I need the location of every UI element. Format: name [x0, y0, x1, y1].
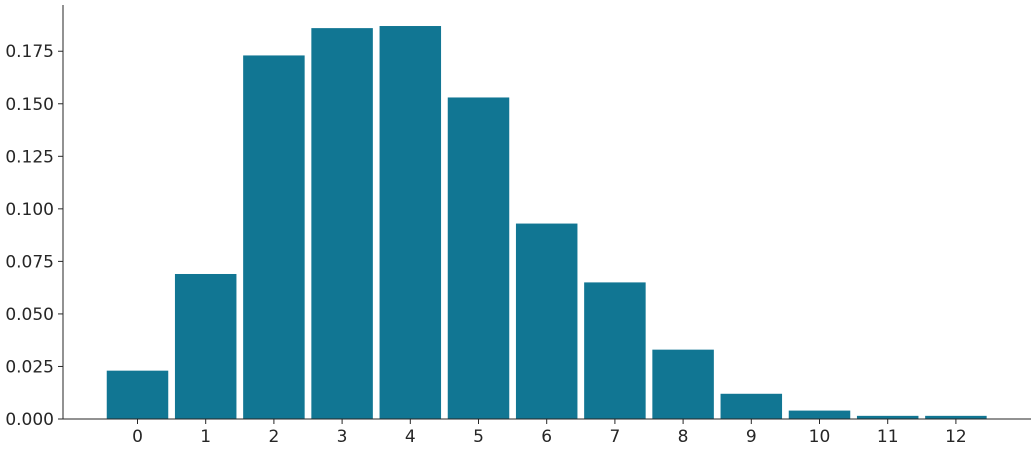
- bar-6: [515, 223, 578, 419]
- x-tick-label: 5: [473, 427, 484, 447]
- y-tick-label: 0.050: [5, 305, 54, 325]
- bar-9: [720, 393, 783, 419]
- x-tick-label: 11: [877, 427, 899, 447]
- x-tick-label: 1: [200, 427, 211, 447]
- x-tick-label: 2: [268, 427, 279, 447]
- bar-1: [174, 273, 237, 419]
- x-tick-label: 8: [678, 427, 689, 447]
- bar-3: [311, 28, 373, 420]
- y-tick-label: 0.000: [5, 410, 54, 430]
- bar-4: [379, 26, 442, 420]
- y-tick-label: 0.150: [5, 95, 54, 115]
- y-tick-label: 0.100: [5, 200, 54, 220]
- x-tick-label: 0: [132, 427, 143, 447]
- bar-10: [788, 410, 851, 419]
- bar-5: [447, 97, 510, 419]
- y-axis: 0.000 0.025 0.050 0.075 0.100 0.125 0.150 0.175: [5, 5, 64, 430]
- x-tick-label: 9: [746, 427, 757, 447]
- bar-2: [243, 55, 305, 419]
- x-tick-label: 7: [609, 427, 620, 447]
- x-tick-label: 3: [337, 427, 348, 447]
- bar-7: [584, 282, 646, 419]
- bar-11: [856, 415, 919, 419]
- bar-12: [925, 415, 987, 419]
- x-tick-label: 10: [809, 427, 831, 447]
- y-tick-label: 0.175: [5, 42, 54, 62]
- bar-8: [652, 349, 714, 419]
- x-axis: 0 1 2 3 4 5 6 7 8 9 10 11 12: [63, 418, 1031, 447]
- x-tick-label: 12: [945, 427, 967, 447]
- bar-0: [106, 370, 169, 419]
- y-tick-label: 0.125: [5, 147, 54, 167]
- x-tick-label: 6: [541, 427, 552, 447]
- x-tick-label: 4: [405, 427, 416, 447]
- bars-group: [106, 26, 987, 420]
- y-tick-label: 0.075: [5, 252, 54, 272]
- y-tick-label: 0.025: [5, 357, 54, 377]
